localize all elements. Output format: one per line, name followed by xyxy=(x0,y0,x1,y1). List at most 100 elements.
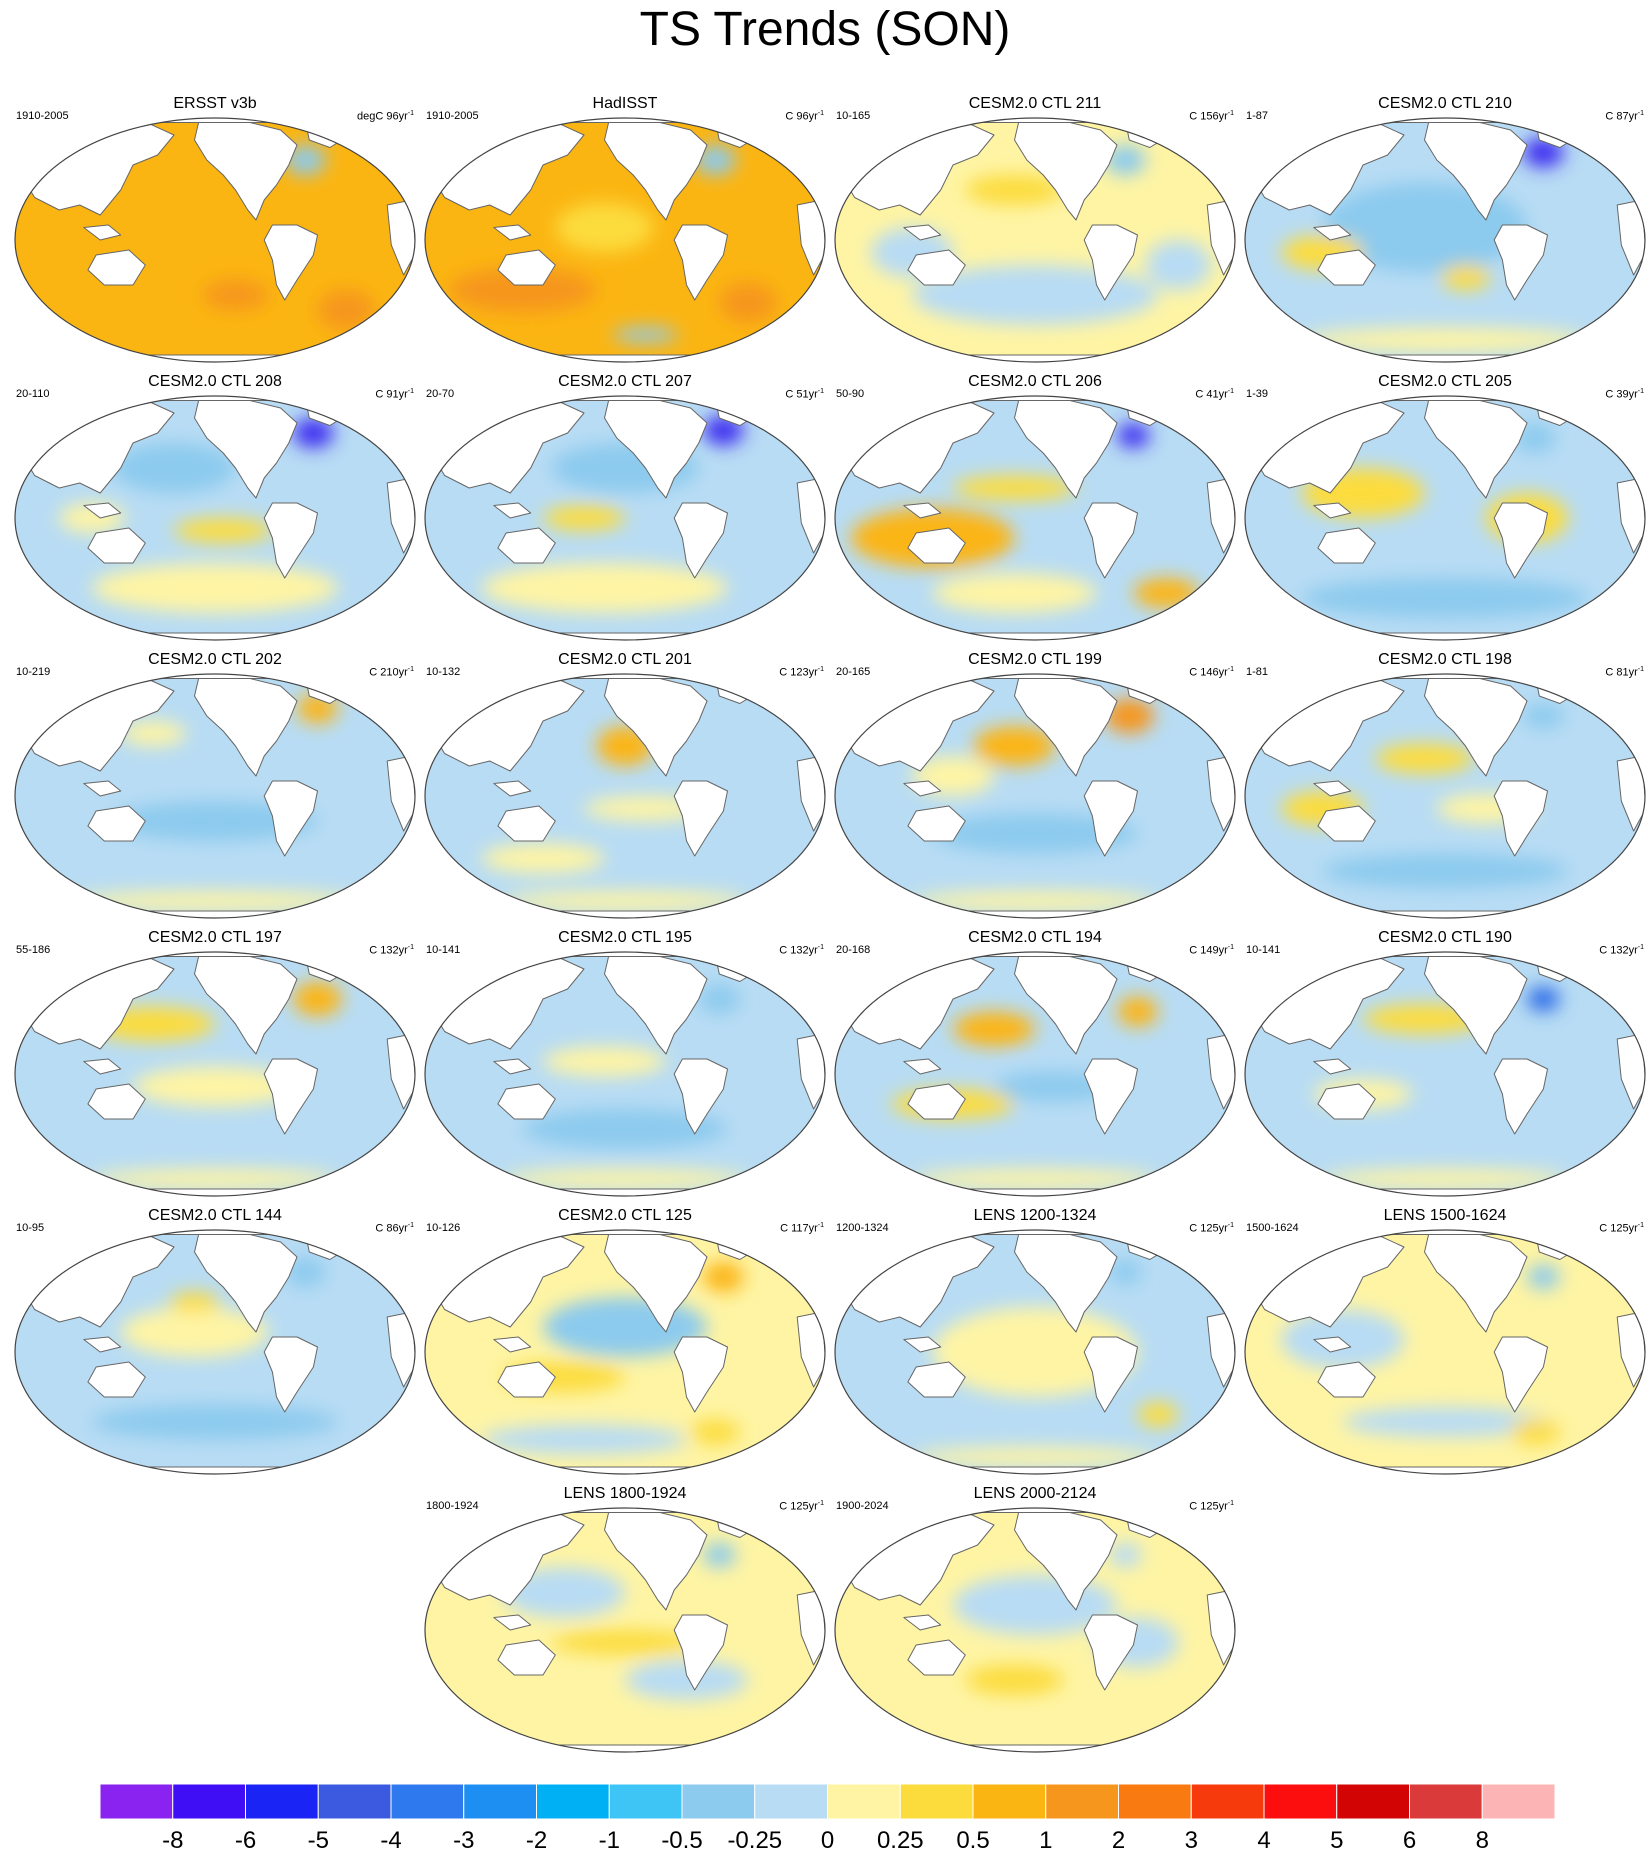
trend-anomaly-region xyxy=(702,1542,736,1568)
trend-anomaly-region xyxy=(551,1630,699,1655)
landmass-north-america xyxy=(194,953,298,1055)
map-boundary xyxy=(424,395,826,641)
landmass-australia xyxy=(907,1083,966,1120)
landmass-australia xyxy=(497,1639,556,1676)
landmass-maritime xyxy=(903,1058,942,1075)
trend-anomaly-region xyxy=(1527,1264,1560,1290)
trend-anomaly-region xyxy=(694,145,736,175)
colorbar-tick-label: 0 xyxy=(820,1827,835,1854)
landmass-antarctica xyxy=(50,1466,380,1474)
map-panel: LENS 1800-1924 1800-1924 C 125yr-1 xyxy=(420,1485,830,1757)
landmass-south-america xyxy=(1493,1336,1548,1413)
panel-period: 10-95 xyxy=(16,1222,45,1234)
landmass-antarctica xyxy=(870,1188,1200,1196)
map-panel: CESM2.0 CTL 199 20-165 C 146yr-1 xyxy=(830,651,1240,923)
landmass-south-america xyxy=(1493,224,1548,301)
panel-units: C 132yr-1 xyxy=(1599,944,1644,957)
trend-anomaly-region xyxy=(1108,1259,1142,1285)
panel-period: 1-39 xyxy=(1246,388,1269,400)
colorbar xyxy=(100,1783,1555,1820)
landmass-north-america xyxy=(1424,1231,1528,1333)
map-boundary xyxy=(834,1507,1236,1753)
colorbar-box xyxy=(1481,1783,1555,1820)
panel-units: C 41yr-1 xyxy=(1195,388,1234,401)
colorbar-tick-label: 6 xyxy=(1402,1827,1417,1854)
map-panel: CESM2.0 CTL 194 20-168 C 149yr-1 xyxy=(830,929,1240,1201)
trend-anomaly-region xyxy=(1322,1169,1568,1189)
colorbar-tick-label: 0.5 xyxy=(956,1827,990,1854)
panel-units: C 123yr-1 xyxy=(779,666,824,679)
panel-title: LENS 1500-1624 xyxy=(1383,1207,1507,1224)
landmass-australia xyxy=(497,1361,556,1398)
landmass-australia xyxy=(497,1083,556,1120)
landmass-south-america xyxy=(1083,224,1138,301)
landmass-south-america xyxy=(673,1058,728,1135)
trend-map xyxy=(424,1507,826,1753)
landmass-north-america xyxy=(1424,397,1528,499)
trend-anomaly-region xyxy=(1281,1309,1404,1370)
trend-anomaly-region xyxy=(932,573,1097,613)
landmass-south-america xyxy=(1493,1058,1548,1135)
landmass-south-america xyxy=(263,224,318,301)
panel-units: C 81yr-1 xyxy=(1605,666,1644,679)
landmass-arctic xyxy=(542,952,708,957)
map-panel: HadISST 1910-2005 C 96yr-1 xyxy=(420,95,830,367)
landmass-north-america xyxy=(1424,953,1528,1055)
trend-map xyxy=(14,395,416,641)
trend-anomaly-region xyxy=(1104,145,1146,175)
colorbar-box xyxy=(245,1783,319,1820)
landmass-australia xyxy=(907,527,966,564)
landmass-south-america xyxy=(1493,502,1548,579)
panel-title: CESM2.0 CTL 208 xyxy=(148,373,282,390)
landmass-arctic xyxy=(952,396,1118,401)
landmass-north-america xyxy=(604,953,708,1055)
landmass-antarctica xyxy=(460,1188,790,1196)
landmass-south-america xyxy=(263,502,318,579)
landmass-antarctica xyxy=(870,1744,1200,1752)
landmass-antarctica xyxy=(460,1744,790,1752)
trend-anomaly-region xyxy=(317,290,375,330)
trend-anomaly-region xyxy=(112,443,236,493)
trend-anomaly-region xyxy=(292,981,343,1017)
trend-anomaly-region xyxy=(92,1169,338,1189)
colorbar-tick-label: 4 xyxy=(1257,1827,1271,1854)
panel-period: 1800-1924 xyxy=(426,1500,479,1512)
landmass-south-america xyxy=(1493,780,1548,857)
panel-period: 1910-2005 xyxy=(426,110,479,122)
trend-anomaly-region xyxy=(1145,240,1212,290)
landmass-antarctica xyxy=(460,910,790,918)
map-boundary xyxy=(424,951,826,1197)
panel-units: C 125yr-1 xyxy=(779,1500,824,1513)
map-boundary xyxy=(1244,673,1646,919)
landmass-arctic xyxy=(132,396,298,401)
panel-title: LENS 1200-1324 xyxy=(973,1207,1097,1224)
colorbar-box xyxy=(827,1783,901,1820)
landmass-north-america xyxy=(604,1231,708,1333)
map-boundary xyxy=(14,117,416,363)
landmass-south-america xyxy=(673,780,728,857)
panel-units: C 132yr-1 xyxy=(369,944,414,957)
trend-map xyxy=(424,1229,826,1475)
panel-units: C 146yr-1 xyxy=(1189,666,1234,679)
colorbar-box xyxy=(317,1783,392,1820)
colorbar-tick-label: -3 xyxy=(453,1827,475,1854)
landmass-arctic xyxy=(542,396,708,401)
trend-anomaly-region xyxy=(1375,743,1474,774)
trend-map xyxy=(1244,951,1646,1197)
trend-map xyxy=(1244,395,1646,641)
trend-anomaly-region xyxy=(912,1447,1158,1467)
trend-map xyxy=(14,673,416,919)
landmass-australia xyxy=(1317,249,1376,286)
panel-title: CESM2.0 CTL 197 xyxy=(148,929,282,946)
trend-anomaly-region xyxy=(1117,996,1158,1027)
colorbar-box xyxy=(1045,1783,1119,1820)
landmass-arctic xyxy=(1362,952,1528,957)
colorbar-box xyxy=(754,1783,828,1820)
panel-units: C 86yr-1 xyxy=(375,1222,414,1235)
landmass-australia xyxy=(907,1361,966,1398)
landmass-maritime xyxy=(493,224,532,241)
landmass-maritime xyxy=(903,224,942,241)
trend-anomaly-region xyxy=(1440,265,1491,290)
map-panel: CESM2.0 CTL 190 10-141 C 132yr-1 xyxy=(1240,929,1650,1201)
map-panel: LENS 1500-1624 1500-1624 C 125yr-1 xyxy=(1240,1207,1650,1479)
